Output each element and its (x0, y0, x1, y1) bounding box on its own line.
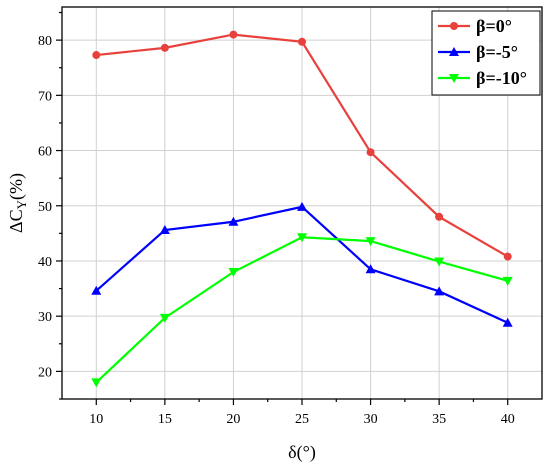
data-point (503, 252, 512, 261)
data-point (502, 317, 513, 327)
y-tick-label: 20 (38, 365, 52, 380)
data-point (229, 30, 238, 39)
y-tick-label: 80 (38, 34, 52, 49)
x-axis-title: δ(°) (288, 442, 316, 463)
data-point (502, 276, 513, 286)
series-3 (91, 233, 513, 388)
y-axis-title-main: ΔC (6, 209, 26, 233)
y-tick-label: 70 (38, 89, 52, 104)
series-layer (91, 30, 513, 388)
x-tick-label: 15 (158, 412, 172, 427)
data-point (365, 237, 376, 247)
data-point (228, 216, 239, 226)
data-point (435, 212, 444, 221)
data-point (297, 233, 307, 243)
y-tick-label: 50 (38, 200, 52, 215)
y-axis-title-subscript: Y (14, 199, 29, 209)
data-point (91, 285, 102, 295)
legend-marker (449, 47, 459, 56)
x-tick-label: 20 (226, 412, 240, 427)
legend-marker (449, 74, 459, 83)
data-point (365, 264, 376, 274)
data-point (366, 148, 375, 157)
y-tick-label: 60 (38, 145, 52, 160)
y-axis-title-unit: (%) (6, 173, 27, 200)
ticks: 10 15 20 25 30 35 40 20 30 40 50 60 70 80 (38, 11, 515, 427)
data-point (298, 37, 306, 46)
legend-entry: β=0° (438, 16, 512, 36)
data-point (228, 268, 239, 278)
y-axis-title: ΔCY(%) (6, 173, 29, 233)
legend-entry: β=-5° (438, 42, 518, 62)
y-tick-label: 30 (38, 310, 52, 325)
x-tick-label: 30 (364, 412, 378, 427)
data-point (91, 378, 102, 388)
legend-label: β=-10° (476, 68, 527, 88)
x-tick-label: 25 (295, 412, 309, 427)
legend-entry: β=-10° (438, 68, 527, 88)
data-point (92, 51, 101, 60)
data-point (159, 313, 170, 323)
x-tick-label: 10 (89, 412, 103, 427)
legend-label: β=0° (476, 16, 512, 36)
x-tick-label: 40 (501, 412, 515, 427)
legend-label: β=-5° (476, 42, 518, 62)
legend: β=0° β=-5° β=-10° (431, 10, 541, 96)
data-point (297, 201, 307, 211)
data-point (159, 225, 170, 235)
x-tick-label: 35 (432, 412, 446, 427)
data-point (434, 257, 445, 267)
y-tick-label: 40 (38, 255, 52, 270)
series-2 (91, 201, 513, 327)
legend-marker (450, 22, 458, 30)
data-point (434, 286, 445, 296)
data-point (160, 43, 169, 52)
series-1 (92, 30, 512, 261)
